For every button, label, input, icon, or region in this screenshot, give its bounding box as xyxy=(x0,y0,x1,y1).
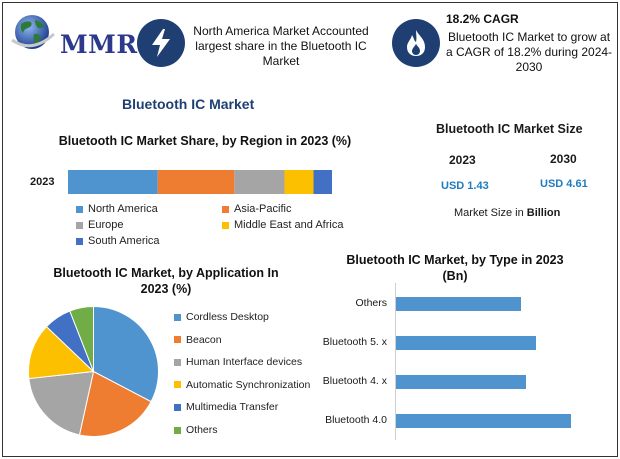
legend-swatch xyxy=(76,205,83,213)
application-legend-others: Others xyxy=(174,424,218,436)
region-legend-north-america: North America xyxy=(76,203,158,215)
pie-slice-automatic-synchronization xyxy=(28,325,95,380)
legend-swatch xyxy=(174,313,181,321)
type-label-others: Others xyxy=(355,297,387,309)
legend-swatch xyxy=(174,403,181,411)
region-chart-title: Bluetooth IC Market Share, by Region in … xyxy=(58,134,352,148)
region-stacked-bar xyxy=(68,170,332,194)
region-bar-category: 2023 xyxy=(30,176,55,188)
logo-text: MMR xyxy=(60,30,138,59)
legend-swatch xyxy=(174,426,181,434)
market-size-note: Market Size in Billion xyxy=(454,207,560,219)
pie-slice-others xyxy=(69,305,94,372)
legend-label: Multimedia Transfer xyxy=(186,401,279,414)
legend-label: Europe xyxy=(88,219,124,231)
application-legend-human-interface-devices: Human Interface devices xyxy=(174,356,302,368)
type-bar-others xyxy=(396,297,521,311)
pie-slice-cordless-desktop xyxy=(93,305,159,403)
legend-label: South America xyxy=(88,235,160,247)
application-chart-title: Bluetooth IC Market, by Application In 2… xyxy=(53,266,279,296)
type-label-bluetooth-4-x: Bluetooth 4. x xyxy=(322,375,387,387)
application-legend-automatic-synchronization: Automatic Synchronization xyxy=(174,379,310,391)
type-bar-bluetooth-5-x xyxy=(396,336,536,350)
region-segment-middle-east-and-africa xyxy=(284,170,314,194)
lightning-icon xyxy=(137,19,185,67)
application-legend-cordless-desktop: Cordless Desktop xyxy=(174,311,269,323)
region-legend: North America Asia-Pacific Europe Middle Ea… xyxy=(76,203,376,253)
market-size-title: Bluetooth IC Market Size xyxy=(436,122,583,136)
legend-swatch xyxy=(174,336,181,344)
legend-swatch xyxy=(222,221,229,229)
type-chart-axis xyxy=(395,283,396,440)
region-legend-south-america: South America xyxy=(76,235,160,247)
region-segment-asia-pacific xyxy=(157,170,235,194)
legend-label: Cordless Desktop xyxy=(186,311,269,323)
region-legend-middle-east-and-africa: Middle East and Africa xyxy=(222,219,343,231)
type-bar-bluetooth-4-x xyxy=(396,375,526,389)
legend-swatch xyxy=(174,358,181,366)
legend-swatch xyxy=(76,237,83,245)
legend-label: Beacon xyxy=(186,333,222,346)
year-2030-label: 2030 xyxy=(550,152,577,166)
legend-label: North America xyxy=(88,203,158,215)
legend-label: Asia-Pacific xyxy=(234,203,292,215)
application-legend-beacon: Beacon xyxy=(174,334,222,346)
market-size-note-unit: Billion xyxy=(526,207,561,219)
type-chart-title: Bluetooth IC Market, by Type in 2023 (Bn… xyxy=(346,253,564,283)
flame-icon xyxy=(392,19,440,67)
north-america-highlight: North America Market Accounted largest s… xyxy=(193,24,369,68)
type-bar-chart: Others Bluetooth 5. x Bluetooth 4. x Blueto… xyxy=(290,283,610,440)
page-title: Bluetooth IC Market xyxy=(122,96,255,112)
pie-slice-beacon xyxy=(78,370,152,437)
globe-icon xyxy=(11,15,56,49)
application-pie-chart xyxy=(28,305,159,437)
type-label-bluetooth-5-x: Bluetooth 5. x xyxy=(322,336,387,348)
legend-label: Middle East and Africa xyxy=(234,219,344,231)
region-legend-asia-pacific: Asia-Pacific xyxy=(222,203,291,215)
market-size-2030-value: USD 4.61 xyxy=(540,178,588,190)
type-label-bluetooth-4-0: Bluetooth 4.0 xyxy=(325,414,387,426)
cagr-title: 18.2% CAGR xyxy=(446,12,519,26)
market-size-note-prefix: Market Size in xyxy=(454,207,527,219)
legend-label: Human Interface devices xyxy=(186,356,303,369)
logo: MMR xyxy=(8,10,137,59)
legend-swatch xyxy=(174,381,181,389)
type-bar-bluetooth-4-0 xyxy=(396,414,571,428)
region-legend-europe: Europe xyxy=(76,219,123,231)
legend-label: Automatic Synchronization xyxy=(186,378,311,391)
pie-slice-human-interface-devices xyxy=(28,370,95,436)
cagr-description: Bluetooth IC Market to grow at a CAGR of… xyxy=(445,30,613,74)
legend-label: Others xyxy=(186,424,218,436)
region-segment-europe xyxy=(234,170,285,194)
application-legend-multimedia-transfer: Multimedia Transfer xyxy=(174,401,278,413)
region-segment-south-america xyxy=(313,170,332,194)
region-segment-north-america xyxy=(68,170,158,194)
legend-swatch xyxy=(76,221,83,229)
market-size-2023-value: USD 1.43 xyxy=(441,180,489,192)
legend-swatch xyxy=(222,205,229,213)
year-2023-label: 2023 xyxy=(449,153,476,167)
